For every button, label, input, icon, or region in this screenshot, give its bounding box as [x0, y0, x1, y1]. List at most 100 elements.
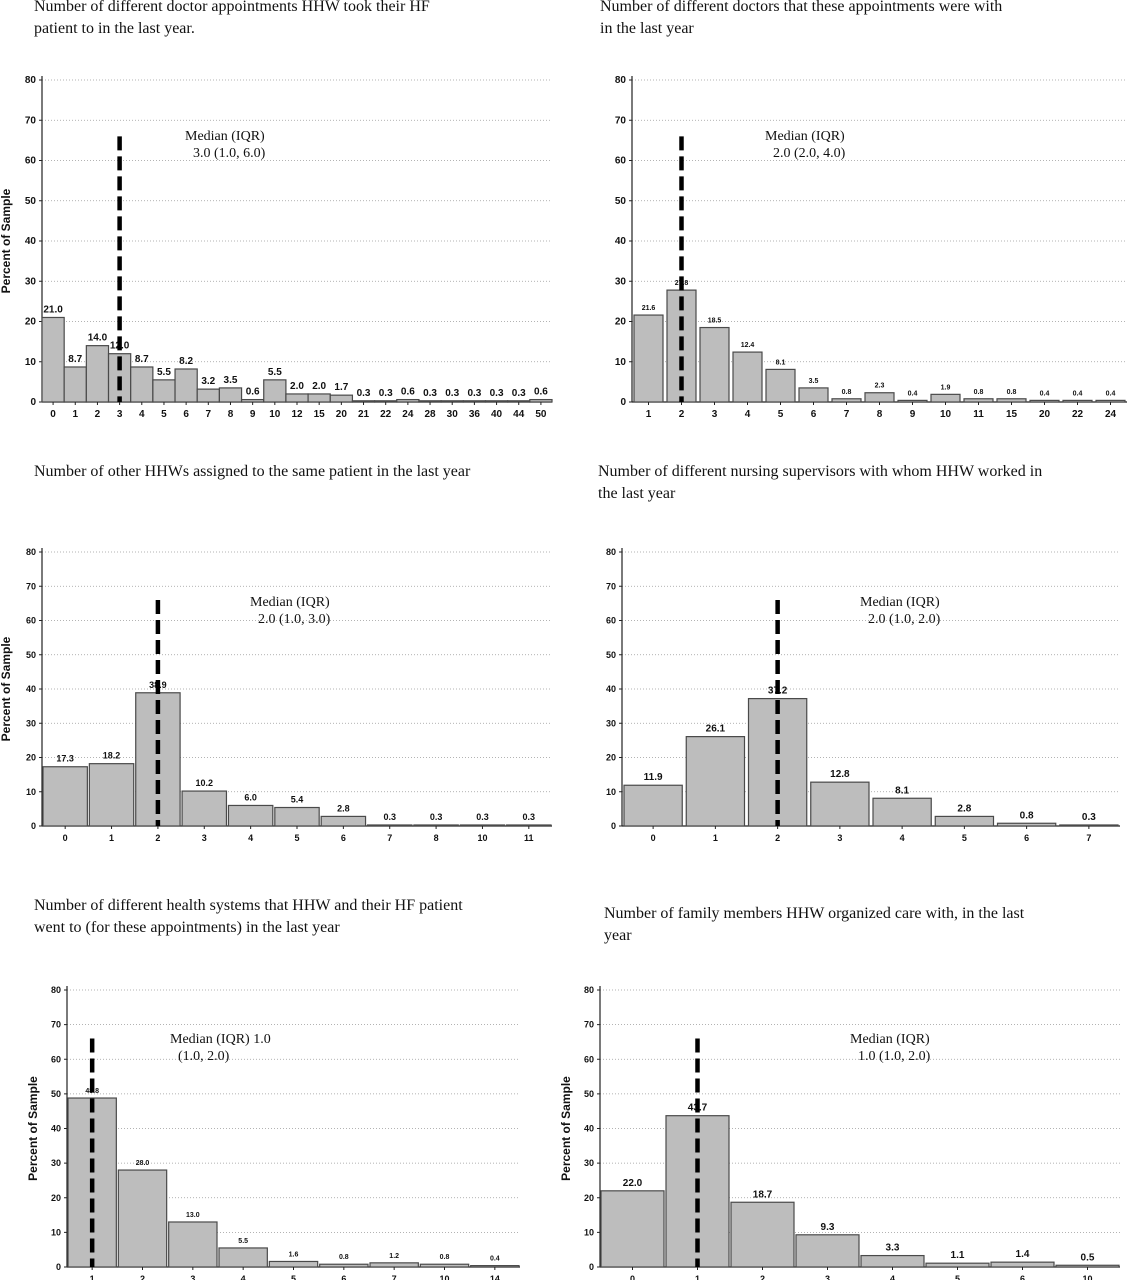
y-tick-label: 40 [51, 1124, 61, 1134]
x-tick-label: 5 [161, 409, 167, 420]
y-tick-label: 0 [620, 397, 626, 408]
bar-value-label: 0.6 [401, 387, 415, 398]
y-tick-label: 70 [584, 1020, 594, 1030]
y-tick-label: 20 [51, 1193, 61, 1203]
x-tick-label: 0 [50, 409, 56, 420]
bar [42, 766, 88, 827]
bar [366, 824, 413, 827]
median-annotation: Median (IQR) 1.0 [170, 1032, 271, 1047]
x-tick-label: 3 [117, 409, 123, 420]
y-tick-label: 10 [51, 1227, 61, 1237]
y-tick-label: 0 [589, 1262, 594, 1272]
y-tick-label: 0 [56, 1262, 61, 1272]
gridlines [622, 551, 1120, 793]
bar [990, 1261, 1055, 1268]
x-tick-label: 8 [434, 833, 439, 843]
y-tick-label: 40 [584, 1124, 594, 1134]
x-tick-label: 7 [1086, 833, 1091, 843]
bar-value-label: 0.4 [1073, 390, 1083, 397]
bar-value-label: 14.0 [88, 333, 108, 344]
bar-value-label: 26.1 [706, 724, 726, 735]
bar-value-label: 3.5 [809, 378, 819, 385]
bar [413, 824, 459, 827]
bar-value-label: 0.8 [974, 389, 984, 396]
y-tick-label: 60 [51, 1054, 61, 1064]
x-tick-label: 7 [392, 1274, 397, 1280]
x-tick-label: 1 [713, 833, 718, 843]
bar-value-label: 9.3 [821, 1222, 835, 1233]
y-tick-label: 80 [615, 75, 627, 86]
bar [462, 400, 487, 403]
y-tick-label: 0 [30, 397, 36, 408]
y-tick-label: 50 [606, 650, 616, 660]
bar-value-label: 0.4 [1106, 390, 1116, 397]
bar [196, 388, 220, 403]
median-annotation: 3.0 (1.0, 6.0) [193, 146, 266, 161]
y-tick-label: 10 [584, 1227, 594, 1237]
y-tick-label: 40 [25, 236, 37, 247]
bar-value-label: 18.5 [708, 318, 722, 325]
x-tick-label: 14 [490, 1274, 500, 1280]
y-tick-label: 80 [51, 985, 61, 995]
x-tick-label: 6 [1024, 833, 1029, 843]
bar [685, 736, 746, 827]
bar [765, 368, 796, 403]
bar [1095, 399, 1126, 403]
bar [795, 1234, 860, 1268]
bar [174, 368, 198, 403]
x-tick-label: 1 [109, 833, 114, 843]
x-tick-label: 2 [155, 833, 160, 843]
bar [507, 400, 531, 403]
x-tick-label: 0 [651, 833, 656, 843]
x-tick-label: 5 [294, 833, 299, 843]
y-tick-label: 60 [606, 616, 616, 626]
bar [996, 822, 1057, 827]
x-tick-label: 1 [646, 409, 652, 420]
bar [1059, 824, 1119, 827]
y-tick-label: 70 [615, 115, 627, 126]
bar [369, 1262, 419, 1268]
x-tick-label: 24 [402, 409, 414, 420]
bar [374, 400, 398, 403]
bar-value-label: 5.5 [238, 1238, 248, 1245]
y-tick-label: 50 [25, 196, 37, 207]
y-tick-label: 40 [615, 236, 627, 247]
bar-value-label: 0.8 [440, 1254, 450, 1261]
x-tick-label: 7 [387, 833, 392, 843]
bar-value-label: 6.0 [244, 792, 257, 802]
bar [996, 398, 1027, 403]
y-tick-label: 10 [606, 787, 616, 797]
bar [41, 316, 65, 403]
y-tick-label: 30 [51, 1158, 61, 1168]
x-tick-label: 10 [439, 1274, 449, 1280]
y-tick-label: 80 [606, 547, 616, 557]
x-tick-label: 3 [190, 1274, 195, 1280]
bar-value-label: 0.3 [467, 388, 481, 399]
bar [633, 314, 664, 403]
x-tick-label: 5 [962, 833, 967, 843]
bar-value-label: 12.8 [830, 769, 850, 780]
bar-value-label: 1.1 [951, 1250, 965, 1261]
x-tick-label: 3 [825, 1274, 830, 1280]
x-tick-label: 36 [469, 409, 481, 420]
bar [925, 1262, 990, 1268]
bar [263, 379, 287, 403]
bar-value-label: 8.1 [895, 785, 909, 796]
y-tick-label: 60 [615, 156, 627, 167]
bar-value-label: 1.2 [389, 1253, 399, 1260]
y-axis-label: Percent of Sample [0, 636, 13, 741]
x-tick-label: 2 [140, 1274, 145, 1280]
bar-value-label: 0.3 [383, 812, 396, 822]
bar-value-label: 21.6 [642, 305, 656, 312]
bar-value-label: 0.3 [512, 388, 526, 399]
x-tick-label: 2 [775, 833, 780, 843]
y-tick-label: 40 [26, 684, 36, 694]
bar [218, 387, 243, 403]
chart-title: Number of different doctors that these a… [600, 0, 1003, 37]
y-tick-label: 30 [615, 276, 627, 287]
x-tick-label: 1 [695, 1274, 700, 1280]
x-tick-label: 3 [837, 833, 842, 843]
y-tick-label: 20 [606, 753, 616, 763]
x-tick-label: 1 [72, 409, 78, 420]
x-tick-label: 8 [877, 409, 883, 420]
